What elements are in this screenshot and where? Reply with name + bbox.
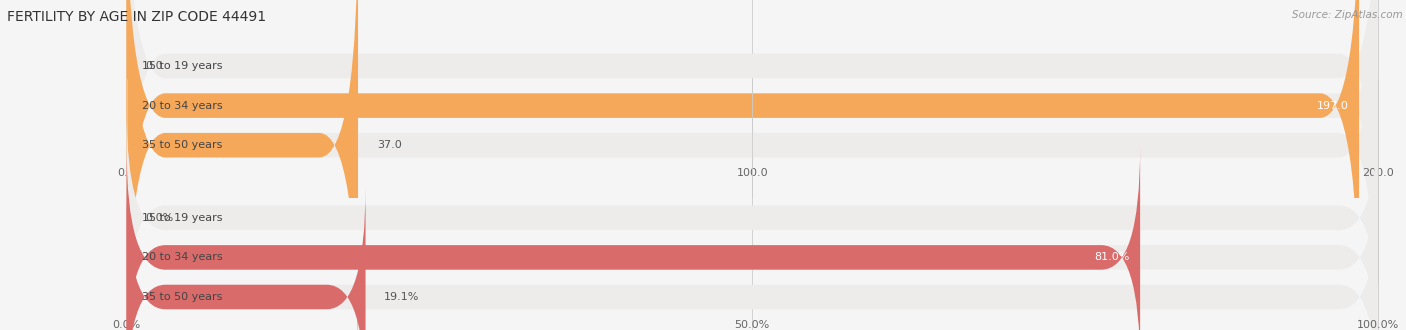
Text: 20 to 34 years: 20 to 34 years (142, 101, 222, 111)
Text: 19.1%: 19.1% (384, 292, 420, 302)
Text: 37.0: 37.0 (377, 140, 402, 150)
Text: 0.0: 0.0 (145, 61, 163, 71)
FancyBboxPatch shape (127, 107, 1378, 328)
Text: 15 to 19 years: 15 to 19 years (142, 213, 222, 223)
FancyBboxPatch shape (127, 186, 366, 330)
Text: 81.0%: 81.0% (1095, 252, 1130, 262)
FancyBboxPatch shape (127, 0, 1378, 330)
FancyBboxPatch shape (127, 147, 1378, 330)
Text: 35 to 50 years: 35 to 50 years (142, 140, 222, 150)
Text: 15 to 19 years: 15 to 19 years (142, 61, 222, 71)
Text: Source: ZipAtlas.com: Source: ZipAtlas.com (1292, 10, 1403, 20)
Text: 0.0%: 0.0% (145, 213, 173, 223)
FancyBboxPatch shape (127, 147, 1140, 330)
Text: 20 to 34 years: 20 to 34 years (142, 252, 222, 262)
FancyBboxPatch shape (127, 0, 359, 330)
Text: 197.0: 197.0 (1317, 101, 1350, 111)
Text: 35 to 50 years: 35 to 50 years (142, 292, 222, 302)
FancyBboxPatch shape (127, 0, 1378, 299)
FancyBboxPatch shape (127, 0, 1378, 330)
FancyBboxPatch shape (127, 186, 1378, 330)
Text: FERTILITY BY AGE IN ZIP CODE 44491: FERTILITY BY AGE IN ZIP CODE 44491 (7, 10, 266, 24)
FancyBboxPatch shape (127, 0, 1360, 330)
